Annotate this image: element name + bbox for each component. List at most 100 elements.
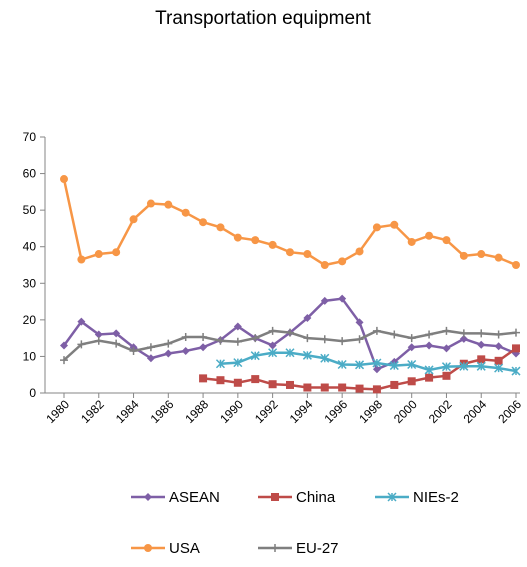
marker [476,361,486,371]
x-tick-label: 1996 [321,397,350,426]
series-line [220,351,517,373]
x-tick-label: 1980 [43,397,72,426]
marker [441,362,451,372]
marker [477,250,486,259]
marker [477,340,486,349]
marker [338,257,347,266]
marker [146,354,155,363]
x-tick-label: 2002 [426,397,455,426]
marker [286,328,294,337]
marker [146,343,155,352]
marker [60,356,68,365]
marker [181,346,190,355]
marker [285,348,295,358]
marker [94,250,103,259]
marker [337,359,347,370]
marker [494,356,503,365]
x-tick-label: 2004 [461,397,490,426]
marker [494,363,504,373]
marker [94,330,103,339]
marker [199,333,208,342]
x-tick-label: 2000 [391,397,420,426]
marker [320,353,330,363]
legend-label: USA [169,540,200,557]
marker [372,223,381,232]
legend-label: China [296,489,336,506]
marker [60,175,68,184]
marker [407,237,416,246]
marker [355,335,364,344]
marker [372,358,382,368]
marker [338,383,347,392]
chart-title: Transportation equipment [155,8,372,29]
marker [494,342,503,351]
marker [459,251,468,260]
marker [387,492,397,502]
marker [302,350,312,360]
marker [233,378,242,387]
marker [77,317,86,326]
marker [320,261,329,269]
marker [271,544,279,552]
marker [355,247,364,256]
marker [355,384,364,393]
marker [181,333,190,342]
marker [459,334,468,343]
marker [442,371,451,380]
marker [511,366,521,376]
marker [477,329,486,338]
marker [424,365,434,375]
marker [268,240,277,249]
marker [181,208,190,217]
marker [251,375,260,384]
marker [512,344,520,353]
marker [94,336,103,345]
marker [442,326,451,335]
marker [442,236,451,245]
marker [320,383,329,392]
y-tick-label: 40 [23,240,37,254]
marker [477,355,486,364]
marker [199,218,208,227]
legend-label: NIEs-2 [413,489,459,506]
y-tick-label: 30 [23,276,37,290]
marker [112,339,121,348]
marker [251,236,260,245]
marker [250,351,260,361]
marker [390,380,399,389]
marker [303,314,312,323]
marker [144,544,152,552]
marker [372,365,381,374]
marker [372,385,381,394]
marker [512,328,520,337]
marker [77,255,86,264]
marker [407,359,417,370]
marker [459,361,469,371]
marker [320,296,329,305]
y-tick-label: 20 [23,313,37,327]
series-line [202,347,517,391]
marker [389,361,399,371]
marker [164,349,173,358]
marker [425,231,434,240]
marker [303,334,312,343]
marker [355,318,364,327]
marker [112,248,121,257]
marker [144,493,152,501]
marker [390,220,399,229]
marker [286,248,294,257]
marker [407,334,416,343]
marker [77,340,86,349]
marker [425,341,434,350]
marker [216,223,225,232]
y-tick-label: 70 [23,130,37,144]
marker [146,199,155,208]
marker [320,335,329,344]
marker [251,334,260,343]
marker [216,336,225,345]
marker [215,359,225,369]
marker [129,215,138,224]
marker [338,337,347,346]
x-tick-label: 1994 [287,397,316,426]
